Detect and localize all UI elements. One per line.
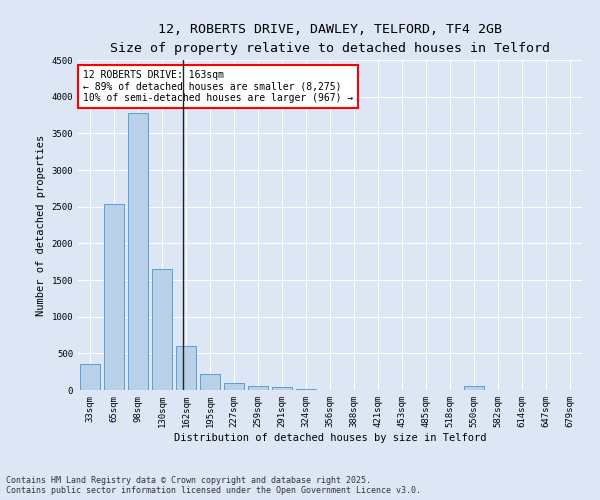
X-axis label: Distribution of detached houses by size in Telford: Distribution of detached houses by size … bbox=[174, 432, 486, 442]
Bar bbox=[464, 386, 484, 390]
Bar bbox=[104, 204, 124, 390]
Bar bbox=[272, 388, 292, 390]
Bar bbox=[128, 113, 148, 390]
Title: 12, ROBERTS DRIVE, DAWLEY, TELFORD, TF4 2GB
Size of property relative to detache: 12, ROBERTS DRIVE, DAWLEY, TELFORD, TF4 … bbox=[110, 22, 550, 54]
Text: Contains HM Land Registry data © Crown copyright and database right 2025.
Contai: Contains HM Land Registry data © Crown c… bbox=[6, 476, 421, 495]
Bar bbox=[224, 382, 244, 390]
Bar bbox=[248, 386, 268, 390]
Bar bbox=[152, 269, 172, 390]
Bar bbox=[176, 346, 196, 390]
Text: 12 ROBERTS DRIVE: 163sqm
← 89% of detached houses are smaller (8,275)
10% of sem: 12 ROBERTS DRIVE: 163sqm ← 89% of detach… bbox=[83, 70, 353, 103]
Bar bbox=[200, 374, 220, 390]
Bar bbox=[80, 364, 100, 390]
Y-axis label: Number of detached properties: Number of detached properties bbox=[36, 134, 46, 316]
